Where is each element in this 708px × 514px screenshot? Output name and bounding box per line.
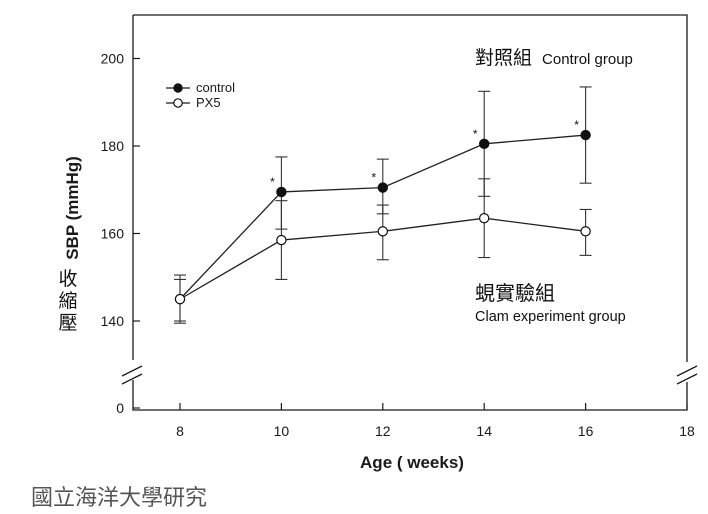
annotation-control-group: 對照組 Control group — [475, 47, 633, 69]
data-point — [276, 186, 287, 198]
series-layer: * * * * — [174, 86, 592, 324]
x-axis-title: Age ( weeks) — [360, 453, 464, 472]
annotation-clam-cjk: 蜆實驗組 — [475, 281, 555, 305]
data-point — [479, 212, 490, 224]
y-axis-title-cjk: 收縮壓 — [58, 268, 77, 334]
data-point — [377, 182, 388, 193]
y-axis-title: SBP (mmHg) — [63, 156, 82, 260]
x-tick-label: 18 — [679, 423, 695, 439]
legend-label-px5: PX5 — [196, 95, 221, 110]
x-tick-label: 10 — [274, 423, 290, 439]
significance-marker: * — [574, 118, 579, 132]
annotation-clam-en: Clam experiment group — [475, 309, 626, 325]
legend-marker-filled-circle — [173, 83, 183, 93]
right-axis-break-mark — [676, 373, 698, 385]
x-tick-label: 16 — [578, 423, 594, 439]
y-tick-label: 180 — [101, 138, 125, 154]
annotation-control-en: Control group — [542, 51, 633, 68]
y-tick-label: 160 — [101, 226, 125, 242]
x-tick-label: 8 — [176, 423, 184, 439]
legend: control PX5 — [166, 80, 235, 110]
legend-marker-open-circle — [173, 98, 183, 108]
legend-item-control: control — [166, 80, 235, 95]
data-point — [479, 138, 490, 150]
annotation-control-cjk: 對照組 — [475, 47, 532, 69]
y-tick-label: 0 — [116, 400, 124, 416]
legend-label-control: control — [196, 80, 235, 95]
significance-marker: * — [371, 171, 376, 185]
data-point — [174, 293, 186, 305]
significance-marker: * — [473, 127, 478, 141]
y-tick-label: 200 — [101, 51, 125, 67]
y-axis-break-mark — [121, 365, 143, 377]
y-axis-break-mark — [121, 373, 143, 385]
data-point — [276, 234, 287, 246]
plot-frame — [121, 14, 698, 411]
source-caption: 國立海洋大學研究 — [31, 486, 207, 511]
x-axis: 8 10 12 14 16 18 — [176, 403, 695, 439]
data-point — [377, 226, 388, 237]
y-axis: 0 140 160 180 200 — [101, 51, 140, 416]
x-tick-label: 12 — [375, 423, 391, 439]
series-px5 — [174, 178, 592, 324]
x-tick-label: 14 — [476, 423, 492, 439]
plot-frame-bottom — [132, 380, 688, 411]
right-axis-break-mark — [676, 365, 698, 377]
data-point — [580, 129, 591, 141]
legend-item-px5: PX5 — [166, 95, 221, 110]
plot-frame-top-right — [133, 14, 688, 362]
data-point — [580, 226, 591, 237]
significance-marker: * — [270, 175, 275, 189]
y-tick-label: 140 — [101, 313, 125, 329]
